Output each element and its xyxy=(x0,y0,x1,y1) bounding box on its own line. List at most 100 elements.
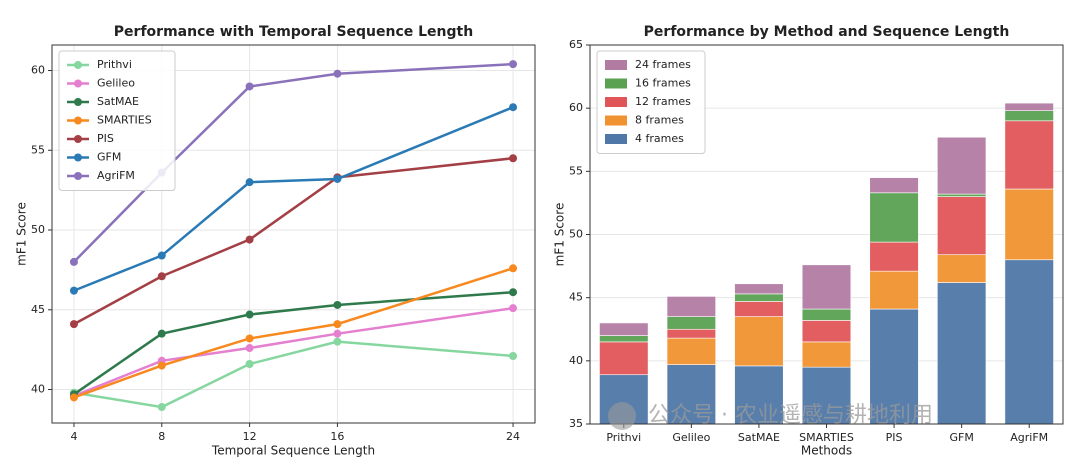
data-point xyxy=(333,300,342,309)
bar-segment xyxy=(666,364,716,425)
data-point xyxy=(157,251,166,260)
legend-label: Prithvi xyxy=(97,58,132,71)
data-point xyxy=(509,264,518,273)
bar-segment xyxy=(1004,188,1054,261)
legend-label: Gelileo xyxy=(97,77,135,90)
bar-segment xyxy=(801,366,852,425)
legend-label: 12 frames xyxy=(635,95,691,108)
chart-title: Performance with Temporal Sequence Lengt… xyxy=(114,24,473,40)
plot-frame xyxy=(51,44,536,424)
bar-segment xyxy=(1004,120,1054,190)
bar-segment xyxy=(734,316,784,367)
legend-label: 4 frames xyxy=(635,132,684,145)
y-tick-label: 45 xyxy=(569,291,583,304)
x-axis-label: Methods xyxy=(801,444,852,458)
data-point xyxy=(333,69,342,78)
bar-segment xyxy=(666,328,716,339)
data-point xyxy=(509,304,518,313)
data-point xyxy=(509,60,518,69)
legend-label: SMARTIES xyxy=(97,114,152,127)
x-tick-label: 16 xyxy=(330,430,344,443)
bar-segment xyxy=(666,316,716,330)
watermark-icon xyxy=(608,402,636,430)
bar-segment xyxy=(869,177,919,194)
data-point xyxy=(157,272,166,281)
chart-title: Performance by Method and Sequence Lengt… xyxy=(644,24,1010,40)
data-point xyxy=(157,403,166,412)
bar-segment xyxy=(599,341,649,376)
y-tick-label: 40 xyxy=(31,383,45,396)
data-point xyxy=(157,329,166,338)
bar-segment xyxy=(801,308,852,321)
x-tick-label: 8 xyxy=(158,430,165,443)
legend-label: SatMAE xyxy=(97,95,139,108)
y-tick-label: 60 xyxy=(569,101,583,114)
bar-segment xyxy=(734,293,784,302)
data-point xyxy=(509,103,518,112)
data-point xyxy=(509,154,518,163)
legend-swatch xyxy=(74,153,82,162)
x-tick-label: Prithvi xyxy=(606,431,641,444)
x-tick-label: SMARTIES xyxy=(799,431,854,444)
bar-segment xyxy=(599,322,649,336)
x-tick-label: 4 xyxy=(70,430,77,443)
legend-label: 16 frames xyxy=(635,77,691,90)
bar-segment xyxy=(1004,110,1054,122)
bar-segment xyxy=(666,296,716,317)
data-point xyxy=(245,344,254,353)
bar-segment xyxy=(937,254,987,283)
y-tick-label: 55 xyxy=(31,143,45,156)
data-point xyxy=(509,352,518,361)
data-point xyxy=(509,288,518,297)
data-point xyxy=(69,257,78,266)
bar-segment xyxy=(801,264,852,310)
bar-segment xyxy=(869,192,919,243)
legend-swatch xyxy=(605,78,627,89)
y-tick-label: 45 xyxy=(31,303,45,316)
x-tick-label: Gelileo xyxy=(672,431,710,444)
data-point xyxy=(245,178,254,187)
legend-swatch xyxy=(74,98,82,106)
bar-segment xyxy=(666,337,716,365)
x-tick-label: PIS xyxy=(886,431,903,444)
legend-label: 8 frames xyxy=(635,114,684,127)
bar-segment xyxy=(801,320,852,343)
legend-box xyxy=(58,50,176,191)
legend-swatch xyxy=(74,61,82,69)
bar-segment xyxy=(869,308,919,425)
bar-segment xyxy=(599,335,649,343)
data-point xyxy=(157,361,166,370)
x-tick-label: 24 xyxy=(506,430,520,443)
data-point xyxy=(333,320,342,329)
data-point xyxy=(69,393,78,402)
legend-swatch xyxy=(605,97,627,107)
legend-box xyxy=(596,50,706,154)
data-point xyxy=(245,359,254,368)
bar-segment xyxy=(1004,259,1054,425)
x-axis-label: Temporal Sequence Length xyxy=(211,444,375,458)
data-point xyxy=(333,329,342,338)
data-point xyxy=(245,82,254,91)
data-point xyxy=(245,235,254,244)
data-point xyxy=(333,337,342,346)
y-tick-label: 35 xyxy=(569,417,583,430)
legend-swatch xyxy=(74,116,82,125)
legend-label: AgriFM xyxy=(97,169,135,182)
bar-segment xyxy=(1004,102,1054,111)
plot-frame xyxy=(589,44,1064,425)
x-tick-label: SatMAE xyxy=(738,431,780,444)
bar-segment xyxy=(734,283,784,295)
y-tick-label: 50 xyxy=(569,228,583,241)
y-tick-label: 50 xyxy=(31,223,45,236)
bar-segment xyxy=(869,270,919,310)
legend-label: GFM xyxy=(97,151,121,164)
x-tick-label: 12 xyxy=(243,430,257,443)
legend-swatch xyxy=(74,79,82,88)
bar-segment xyxy=(869,241,919,272)
bar-segment xyxy=(937,136,987,195)
y-tick-label: 40 xyxy=(569,354,583,367)
x-tick-label: AgriFM xyxy=(1010,431,1048,444)
x-tick-label: GFM xyxy=(949,431,973,444)
legend-swatch xyxy=(74,135,82,143)
